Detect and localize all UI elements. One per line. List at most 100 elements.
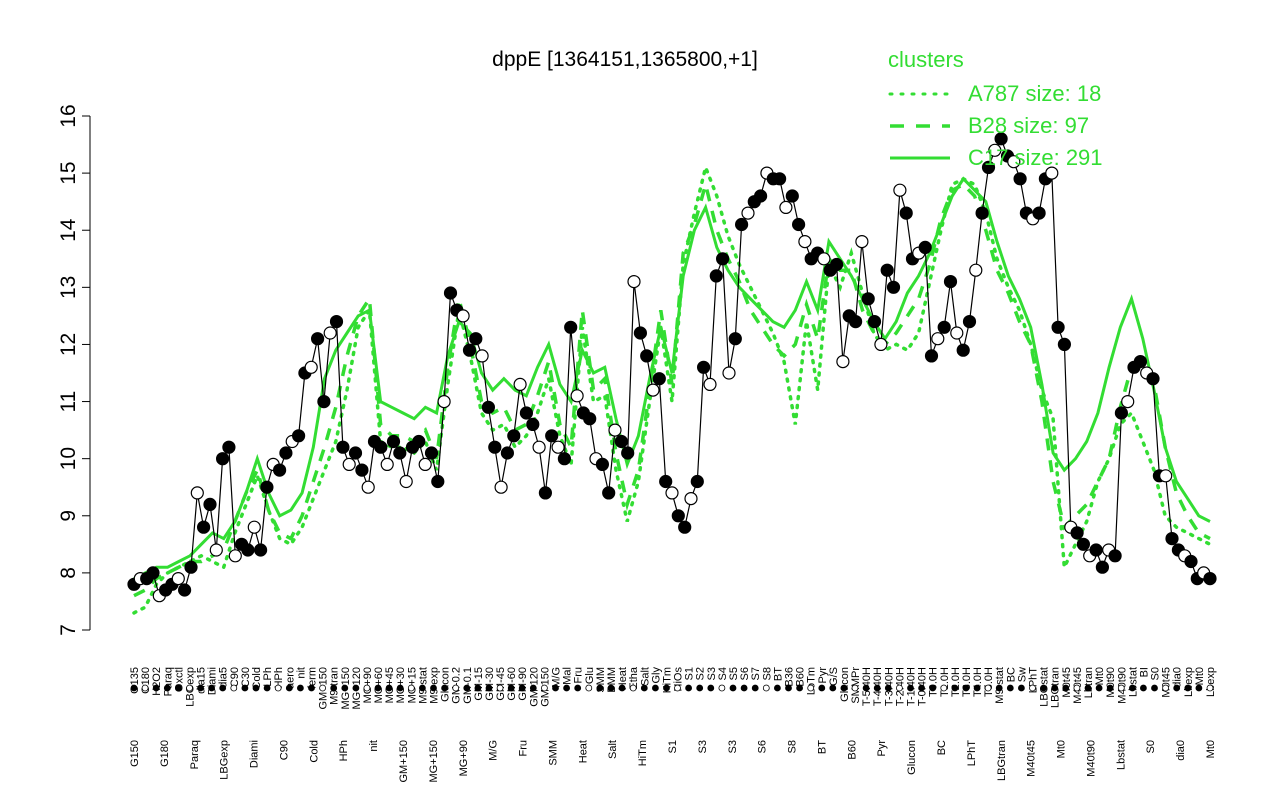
point-16: [228, 549, 242, 563]
x-tick-label-top-34: GM-60: [506, 667, 518, 701]
rug-mark-17: [319, 684, 327, 692]
x-tick-label-bottom-25: Pyr: [876, 740, 888, 757]
point-103: [779, 200, 793, 214]
rug-mark-79: [1006, 684, 1014, 692]
rug-mark-72: [929, 684, 937, 692]
point-40: [380, 457, 394, 471]
point-72: [583, 412, 597, 426]
point-81: [640, 349, 654, 363]
point-24: [279, 446, 293, 460]
point-156: [1114, 406, 1129, 420]
rug-mark-61: [807, 684, 815, 692]
rug-mark-2: [152, 684, 160, 692]
point-20: [254, 543, 268, 557]
point-84: [659, 474, 673, 489]
point-126: [924, 349, 939, 363]
rug-mark-54: [729, 684, 737, 692]
point-57: [488, 440, 502, 454]
point-60: [507, 429, 521, 443]
x-tick-label-top-94: dia0: [1172, 667, 1184, 688]
point-159: [1133, 355, 1148, 369]
point-131: [956, 343, 970, 357]
x-tick-label-top-12: LPh: [262, 667, 274, 687]
point-102: [772, 172, 787, 186]
x-tick-label-top-40: Fru: [573, 667, 585, 684]
x-tick-label-bottom-29: LBGtran: [996, 740, 1008, 781]
x-tick-label-top-31: GM-15: [473, 667, 485, 701]
legend-entry-2: C17 size: 291: [968, 145, 1103, 170]
x-tick-label-bottom-30: M40t45: [1026, 740, 1038, 777]
y-tick-label-2: 9: [57, 510, 80, 522]
point-7: [171, 571, 185, 586]
point-62: [519, 406, 534, 420]
rug-mark-97: [1206, 684, 1214, 692]
point-153: [1095, 560, 1110, 574]
rug-mark-21: [363, 684, 371, 692]
point-68: [557, 452, 572, 466]
x-tick-label-bottom-10: MG+150: [428, 740, 440, 783]
point-147: [1057, 337, 1072, 351]
point-111: [829, 257, 844, 272]
point-130: [950, 326, 964, 340]
point-23: [273, 463, 287, 477]
rug-mark-28: [441, 684, 449, 692]
rug-mark-83: [1051, 684, 1059, 692]
x-tick-label-bottom-22: S8: [787, 740, 799, 753]
rug-mark-31: [474, 684, 482, 692]
point-80: [633, 326, 648, 340]
point-63: [526, 417, 540, 431]
rug-mark-86: [1084, 684, 1092, 692]
legend-title: clusters: [888, 47, 964, 72]
rug-mark-90: [1129, 684, 1136, 692]
point-36: [355, 463, 369, 477]
x-tick-label-bottom-36: Mt0: [1205, 740, 1217, 758]
series-lines: [132, 161, 1212, 615]
x-tick-label-bottom-0: G150: [129, 740, 141, 767]
x-tick-label-top-35: GM-90: [517, 667, 529, 701]
rug-mark-64: [840, 684, 848, 692]
rug-mark-46: [640, 684, 648, 692]
point-132: [962, 315, 977, 329]
x-tick-label-top-96: Mt0: [1194, 667, 1206, 685]
series-line-dashed: [133, 177, 1211, 598]
rug-mark-27: [430, 684, 437, 692]
x-tick-label-bottom-9: GM+150: [398, 740, 410, 783]
point-21: [260, 480, 274, 494]
point-3: [146, 566, 160, 580]
x-tick-label-bottom-6: Cold: [308, 740, 320, 763]
rug-mark-45: [629, 684, 637, 692]
rug-mark-19: [341, 684, 349, 692]
rug-mark-12: [263, 684, 271, 692]
x-tick-label-top-87: Mt0: [1094, 667, 1106, 685]
rug-mark-88: [1106, 684, 1114, 692]
rug-mark-58: [774, 684, 781, 692]
x-tick-label-top-14: aero: [284, 667, 296, 689]
x-tick-label-bottom-23: BT: [816, 740, 828, 754]
rug-mark-78: [995, 684, 1003, 692]
rug-mark-11: [252, 684, 260, 692]
legend-entry-1: B28 size: 97: [968, 113, 1089, 138]
y-tick-label-0: 7: [57, 624, 80, 636]
point-129: [943, 275, 958, 289]
rug-mark-81: [1029, 684, 1036, 692]
point-46: [418, 457, 432, 471]
series-line-solid: [133, 176, 1211, 580]
x-tick-label-top-52: S3: [706, 667, 718, 680]
point-112: [836, 355, 850, 369]
point-50: [443, 286, 458, 300]
x-tick-label-bottom-31: Mt0: [1056, 740, 1068, 758]
point-85: [665, 486, 679, 500]
y-axis: 7 8 9 10 11 12 13 14 15 16: [57, 104, 91, 636]
rug-mark-95: [1184, 684, 1192, 692]
rug-mark-76: [973, 684, 981, 692]
point-87: [678, 520, 692, 534]
point-109: [817, 252, 831, 266]
rug-mark-13: [274, 684, 282, 692]
point-53: [462, 343, 477, 357]
point-39: [374, 440, 388, 454]
x-tick-label-top-9: C90: [229, 667, 241, 687]
rug-mark-67: [873, 684, 881, 692]
y-tick-label-4: 11: [57, 391, 80, 413]
point-97: [741, 206, 755, 220]
rug-mark-23: [385, 684, 393, 692]
